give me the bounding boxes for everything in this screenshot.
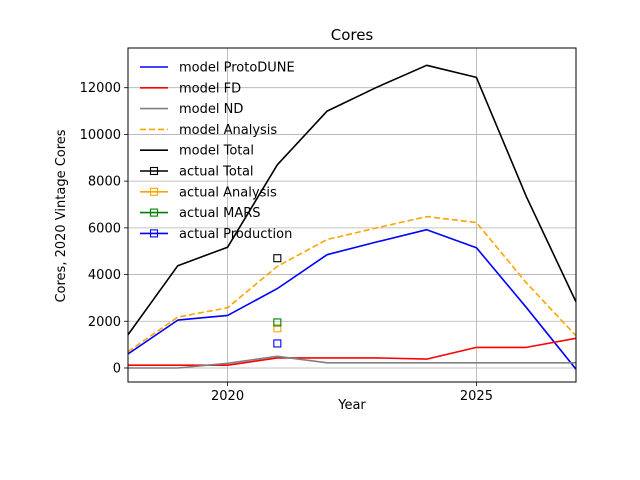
axis-ticks: 2020 2025 0 2000 4000 6000 8000 10000 12000	[80, 81, 493, 404]
series-lines	[128, 64, 576, 370]
series-line-model-total	[128, 64, 576, 336]
series-line-model-protodune	[128, 228, 576, 370]
legend: model ProtoDUNE model FD model ND model Ana…	[140, 61, 295, 242]
legend-marker-actual-total	[149, 166, 159, 176]
legend-label-actual-mars: actual MARS	[179, 206, 261, 221]
y-axis-label: Cores, 2020 Vintage Cores	[54, 129, 69, 302]
legend-label-model-nd: model ND	[179, 102, 243, 117]
point-actual-mars	[273, 318, 282, 327]
grid-lines	[128, 48, 576, 382]
legend-label-model-total: model Total	[179, 144, 254, 159]
point-actual-production	[273, 339, 282, 348]
actual-points	[273, 254, 282, 348]
legend-marker-actual-analysis	[149, 187, 159, 196]
legend-label-actual-production: actual Production	[179, 227, 292, 242]
y-tick-label-6000: 6000	[88, 221, 121, 236]
y-tick-label-0: 0	[113, 361, 121, 376]
legend-label-model-protodune: model ProtoDUNE	[179, 61, 295, 76]
chart-title: Cores	[331, 26, 374, 44]
series-line-model-nd	[128, 355, 576, 369]
series-line-model-analysis	[128, 215, 576, 353]
axes-frame	[127, 47, 577, 383]
y-tick-label-12000: 12000	[80, 81, 121, 96]
point-actual-total	[273, 254, 282, 263]
y-tick-label-10000: 10000	[80, 128, 121, 143]
legend-label-model-fd: model FD	[179, 81, 241, 96]
legend-label-actual-analysis: actual Analysis	[179, 185, 277, 200]
x-axis-label: Year	[337, 398, 366, 413]
y-tick-label-4000: 4000	[88, 268, 121, 283]
legend-marker-actual-mars	[149, 208, 159, 217]
x-tick-label-2020: 2020	[211, 389, 244, 404]
x-tick-label-2025: 2025	[460, 389, 493, 404]
point-actual-analysis	[273, 324, 282, 333]
y-tick-label-8000: 8000	[88, 175, 121, 190]
legend-label-actual-total: actual Total	[179, 165, 254, 180]
y-tick-label-2000: 2000	[88, 315, 121, 330]
legend-marker-actual-production	[149, 229, 159, 238]
legend-label-model-analysis: model Analysis	[179, 123, 277, 138]
